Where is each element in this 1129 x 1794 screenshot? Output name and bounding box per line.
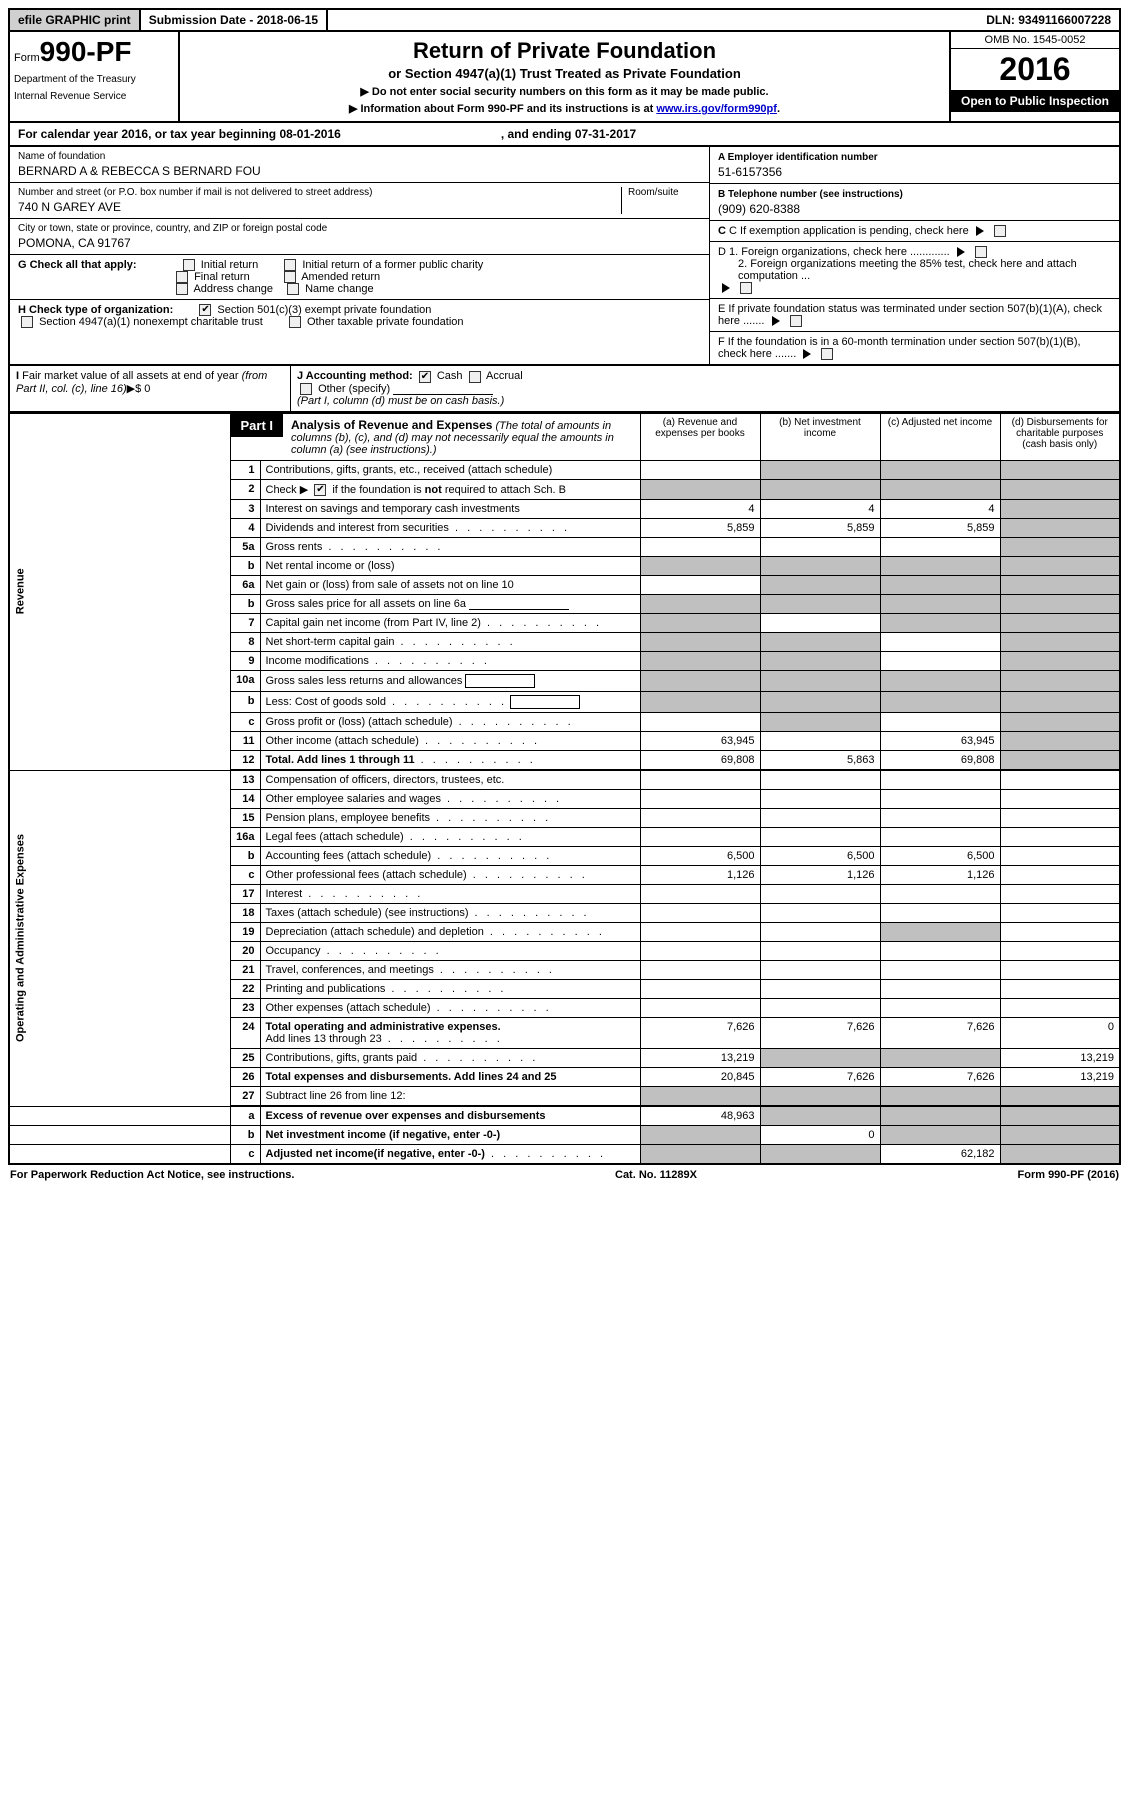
- cb-address-change[interactable]: [176, 283, 188, 295]
- phone-label: B Telephone number (see instructions): [718, 189, 903, 200]
- cb-507b1b[interactable]: [821, 348, 833, 360]
- cb-name-change[interactable]: [287, 283, 299, 295]
- col-a-header: (a) Revenue and expenses per books: [640, 413, 760, 460]
- dept-treasury: Department of the Treasury: [14, 74, 174, 85]
- form-title: Return of Private Foundation: [186, 38, 943, 64]
- section-d: D 1. Foreign organizations, check here .…: [710, 242, 1119, 299]
- expenses-side-label: Operating and Administrative Expenses: [9, 770, 230, 1106]
- room-label: Room/suite: [628, 187, 701, 198]
- foundation-name: BERNARD A & REBECCA S BERNARD FOU: [18, 164, 701, 178]
- section-f: F If the foundation is in a 60-month ter…: [710, 332, 1119, 364]
- efile-print-button[interactable]: efile GRAPHIC print: [10, 10, 141, 30]
- part1-table: Revenue Part I Analysis of Revenue and E…: [8, 413, 1121, 1165]
- section-g: G Check all that apply: Initial return I…: [10, 255, 709, 300]
- cb-amended[interactable]: [284, 271, 296, 283]
- irs-link[interactable]: www.irs.gov/form990pf: [656, 103, 777, 115]
- page-footer: For Paperwork Reduction Act Notice, see …: [8, 1165, 1121, 1185]
- info-block: Name of foundation BERNARD A & REBECCA S…: [8, 147, 1121, 366]
- street-address: 740 N GAREY AVE: [18, 200, 621, 214]
- open-to-public: Open to Public Inspection: [951, 90, 1119, 112]
- arrow-icon: [976, 226, 984, 236]
- col-b-header: (b) Net investment income: [760, 413, 880, 460]
- table-row: bNet investment income (if negative, ent…: [9, 1125, 1120, 1144]
- submission-date: Submission Date - 2018-06-15: [141, 10, 328, 30]
- cb-4947a1[interactable]: [21, 316, 33, 328]
- arrow-icon: [803, 349, 811, 359]
- form-subtitle: or Section 4947(a)(1) Trust Treated as P…: [186, 66, 943, 81]
- table-row: aExcess of revenue over expenses and dis…: [9, 1106, 1120, 1125]
- paperwork-notice: For Paperwork Reduction Act Notice, see …: [10, 1169, 294, 1181]
- city-label: City or town, state or province, country…: [18, 223, 701, 234]
- city-state-zip: POMONA, CA 91767: [18, 236, 701, 250]
- part1-desc: Analysis of Revenue and Expenses (The to…: [283, 414, 639, 460]
- revenue-side-label: Revenue: [9, 413, 230, 770]
- cb-85pct[interactable]: [740, 282, 752, 294]
- cat-number: Cat. No. 11289X: [615, 1169, 697, 1181]
- ssn-note: ▶ Do not enter social security numbers o…: [186, 85, 943, 98]
- col-d-header: (d) Disbursements for charitable purpose…: [1000, 413, 1120, 460]
- cb-other-method[interactable]: [300, 383, 312, 395]
- dln: DLN: 93491166007228: [978, 10, 1119, 30]
- col-c-header: (c) Adjusted net income: [880, 413, 1000, 460]
- form-label: Form: [14, 52, 40, 64]
- section-h: H Check type of organization: Section 50…: [10, 300, 709, 332]
- cb-501c3[interactable]: [199, 304, 211, 316]
- table-row: cAdjusted net income(if negative, enter …: [9, 1144, 1120, 1164]
- form-ref: Form 990-PF (2016): [1018, 1169, 1120, 1181]
- section-c: C C If exemption application is pending,…: [710, 221, 1119, 242]
- cb-cash[interactable]: [419, 371, 431, 383]
- irs-label: Internal Revenue Service: [14, 91, 174, 102]
- calendar-year-row: For calendar year 2016, or tax year begi…: [8, 123, 1121, 147]
- section-j: J Accounting method: Cash Accrual Other …: [290, 366, 1119, 410]
- cb-507b1a[interactable]: [790, 315, 802, 327]
- cb-accrual[interactable]: [469, 371, 481, 383]
- addr-label: Number and street (or P.O. box number if…: [18, 187, 621, 198]
- phone-value: (909) 620-8388: [718, 202, 1111, 216]
- tax-year: 2016: [951, 49, 1119, 90]
- ein-label: A Employer identification number: [718, 152, 878, 163]
- arrow-icon: [722, 283, 730, 293]
- name-label: Name of foundation: [18, 151, 701, 162]
- part1-tag: Part I: [231, 414, 284, 437]
- cb-other-taxable[interactable]: [289, 316, 301, 328]
- arrow-icon: [957, 247, 965, 257]
- form-header: Form990-PF Department of the Treasury In…: [8, 32, 1121, 123]
- info-note: ▶ Information about Form 990-PF and its …: [186, 102, 943, 115]
- cb-foreign-org[interactable]: [975, 246, 987, 258]
- arrow-icon: [772, 316, 780, 326]
- cb-initial-former[interactable]: [284, 259, 296, 271]
- row-i-j: I Fair market value of all assets at end…: [8, 366, 1121, 412]
- section-e: E If private foundation status was termi…: [710, 299, 1119, 332]
- section-i: I Fair market value of all assets at end…: [10, 366, 290, 410]
- omb-number: OMB No. 1545-0052: [951, 32, 1119, 49]
- ein-value: 51-6157356: [718, 165, 1111, 179]
- form-number: 990-PF: [40, 36, 132, 67]
- topbar: efile GRAPHIC print Submission Date - 20…: [8, 8, 1121, 32]
- cb-final[interactable]: [176, 271, 188, 283]
- cb-schb[interactable]: [314, 484, 326, 496]
- cb-exemption-pending[interactable]: [994, 225, 1006, 237]
- cb-initial-return[interactable]: [183, 259, 195, 271]
